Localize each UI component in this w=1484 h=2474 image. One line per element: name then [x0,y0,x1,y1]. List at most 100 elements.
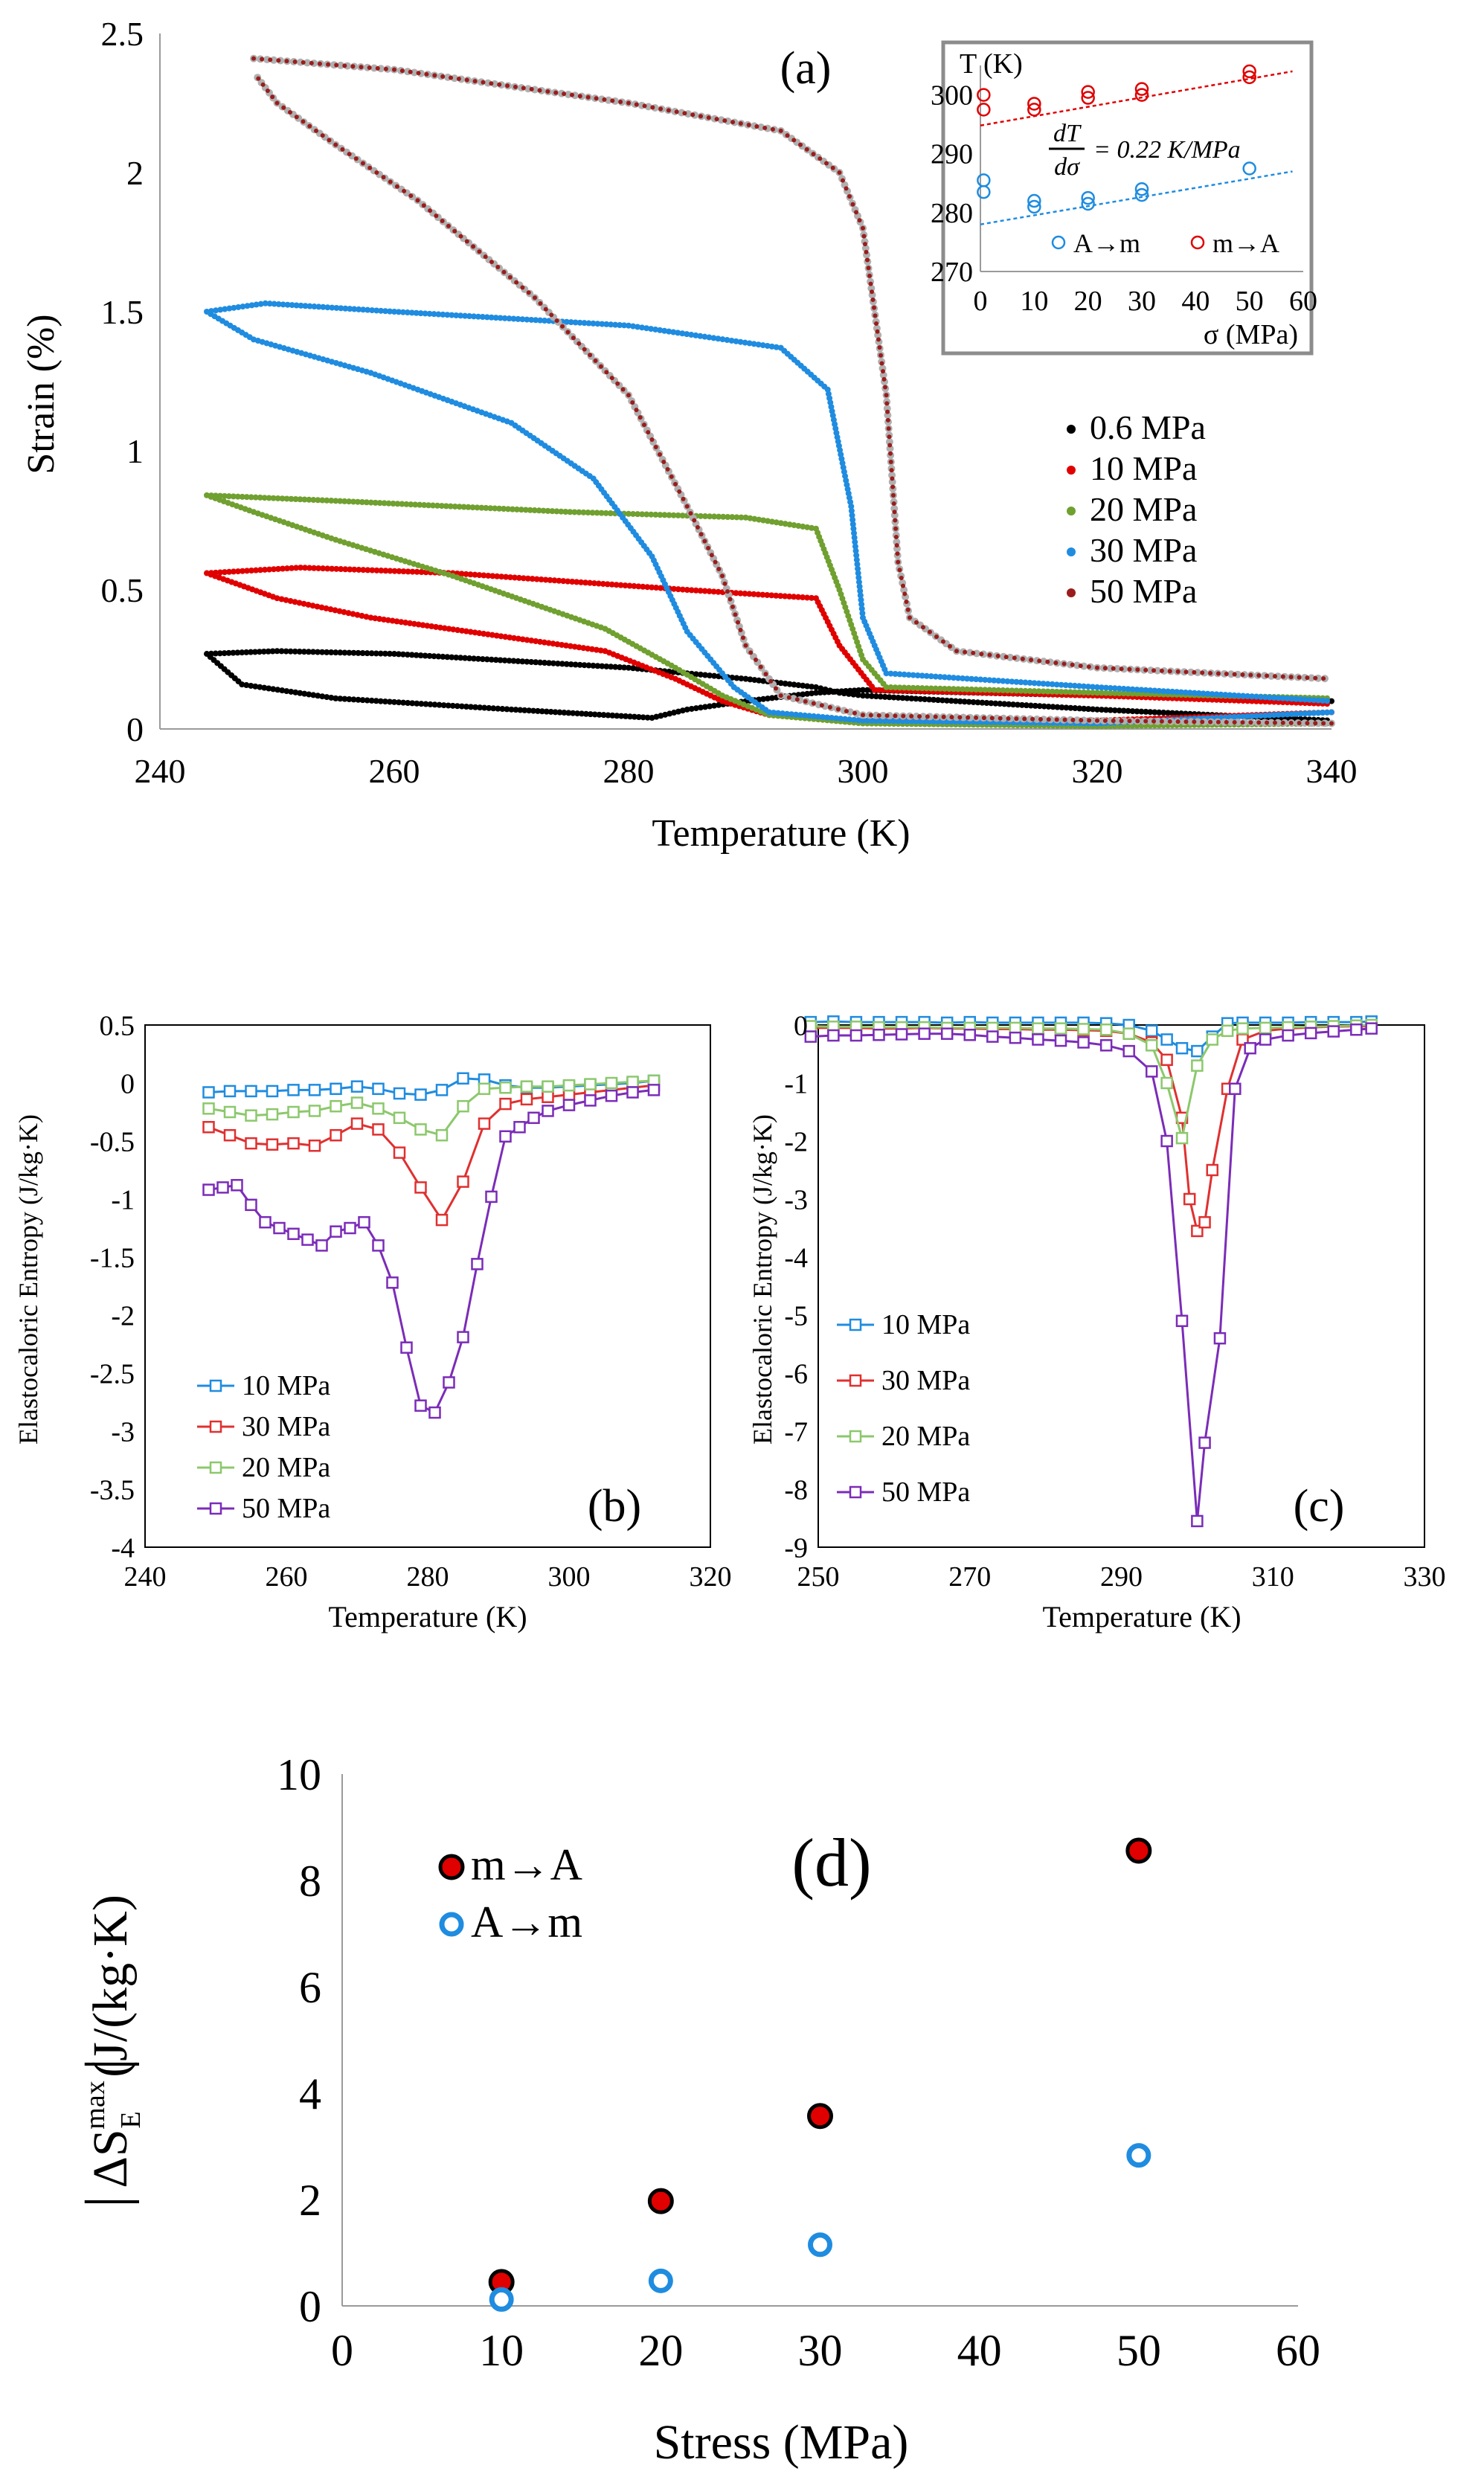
data-point [504,706,510,713]
data-point [306,496,312,503]
data-marker [414,1399,427,1412]
data-marker [386,1276,399,1289]
data-point [488,656,495,663]
data-point [786,593,793,600]
data-point [403,501,410,507]
data-point [441,625,448,632]
data-point [585,94,591,100]
data-point [804,524,811,530]
inset-x-tick-label: 40 [1181,286,1210,317]
data-point [751,591,757,597]
data-point [1271,698,1277,705]
data-point [396,699,402,706]
data-point [855,579,862,585]
data-point [367,65,372,70]
data-point [1107,684,1114,691]
data-point [440,218,445,223]
data-point [485,572,492,579]
data-point-gray-halo [960,713,967,722]
data-point [1284,711,1291,718]
inset-data-point [1027,97,1041,111]
data-point [239,493,245,500]
data-point [688,332,695,338]
data-point [1240,698,1247,704]
data-point [969,675,975,682]
data-point [490,705,497,712]
data-point [998,716,1003,721]
data-point [1204,696,1211,703]
data-point [697,588,704,594]
data-point [1070,718,1076,723]
data-point-gray-halo [861,244,870,252]
data-point [634,102,639,107]
data-point [1119,719,1124,724]
data-point [440,653,446,660]
data-point [1175,669,1181,674]
legend-marker [209,1379,222,1392]
data-point [995,653,1000,658]
data-point [353,156,359,161]
data-point [759,342,766,349]
data-point [359,65,364,70]
data-point [600,712,607,719]
data-point [1306,696,1313,703]
data-point [851,687,858,694]
data-point [877,718,884,724]
data-point [974,699,981,706]
data-point [533,637,539,644]
data-point [385,617,391,623]
c-y-tick-label: -1 [784,1068,808,1099]
data-point [1049,681,1056,687]
data-point [751,515,758,522]
data-point [578,579,585,585]
data-point [701,588,708,594]
b-y-tick-label: 0 [121,1068,135,1099]
data-point [788,711,794,718]
data-point [528,658,535,665]
data-point [859,610,866,617]
data-marker [1365,1022,1378,1035]
data-point [961,698,968,705]
data-point [567,509,574,515]
d-x-tick-label: 20 [638,2326,683,2375]
data-point [992,700,999,707]
data-point [383,66,388,71]
data-point-gray-halo [270,56,277,64]
data-point [326,62,331,67]
data-point [1111,719,1116,724]
data-point-gray-halo [1114,717,1121,725]
data-point [908,615,912,620]
data-point [284,301,291,308]
inset-frame [941,40,1314,356]
data-point [883,684,890,690]
data-point [698,114,703,119]
data-point [570,710,576,716]
data-point [675,330,681,336]
data-point [1256,720,1262,725]
data-marker [245,1109,257,1122]
data-point [614,713,620,719]
data-point [398,619,405,626]
data-point [652,326,659,332]
data-point [328,498,335,504]
data-point [608,321,614,328]
data-point [404,652,411,658]
data-point [337,649,344,656]
data-marker [527,1111,540,1125]
data-point [262,566,268,573]
data-point [742,675,749,682]
data-point-gray-halo [953,713,960,722]
data-point [631,713,637,720]
data-marker [626,1086,639,1099]
data-point [798,142,803,147]
inset-data-point [1242,64,1256,79]
data-point [963,649,968,655]
data-point [648,511,655,518]
data-point [266,301,273,307]
data-point [262,300,269,306]
data-point [666,328,672,335]
data-point [1027,679,1033,686]
data-point [501,269,507,274]
data-point [417,310,424,317]
data-point [338,566,344,573]
